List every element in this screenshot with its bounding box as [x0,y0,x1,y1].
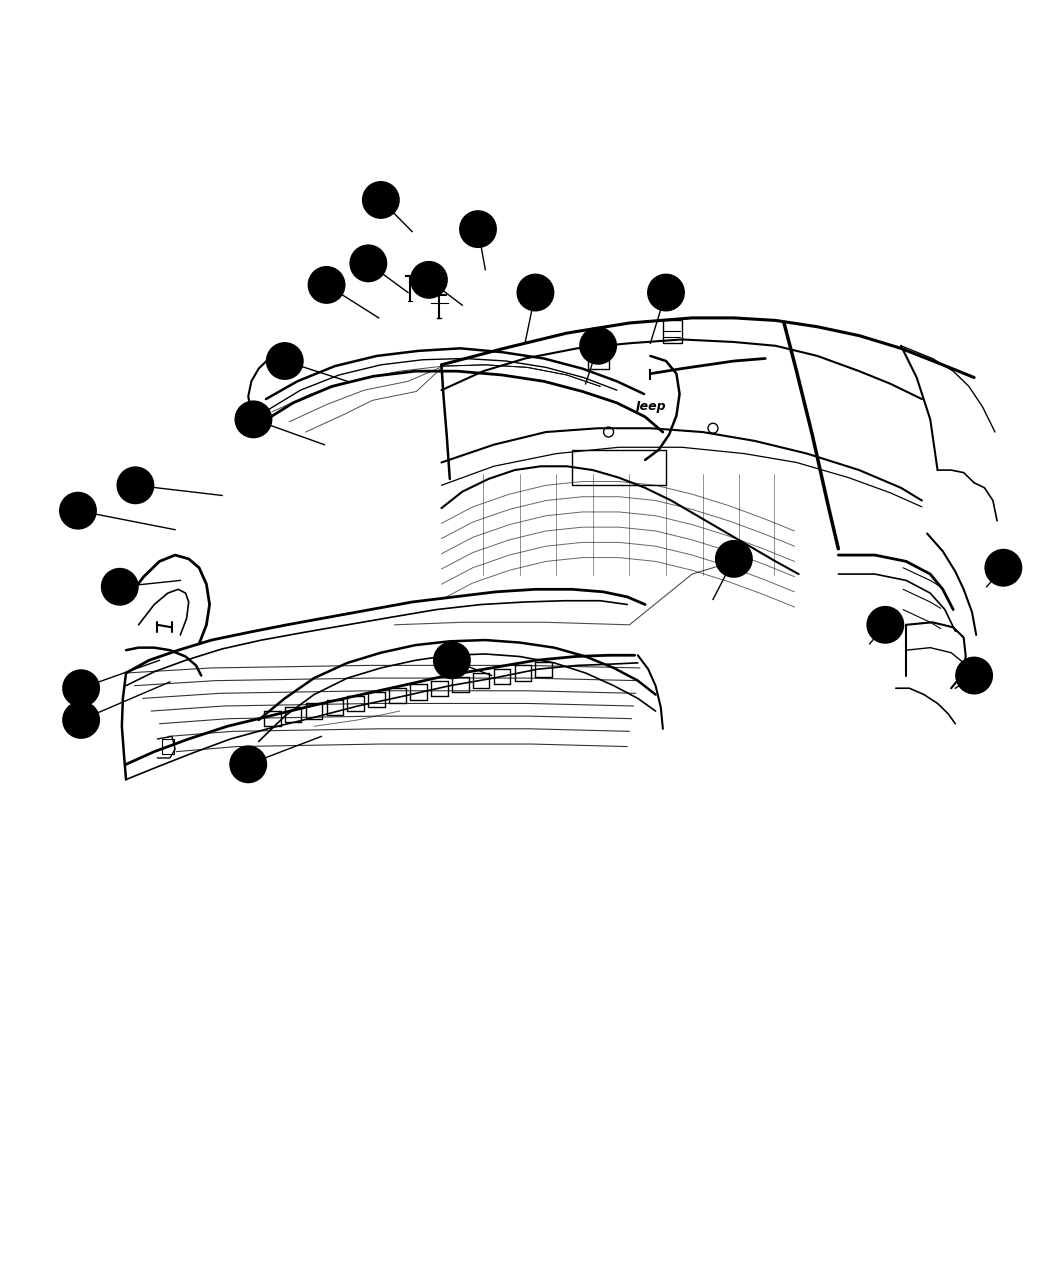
Circle shape [460,212,496,247]
Text: 5: 5 [999,561,1008,575]
Circle shape [716,541,752,576]
Bar [162,740,174,755]
Text: 19: 19 [470,224,486,235]
Bar [663,320,681,343]
Circle shape [235,402,271,437]
Circle shape [351,246,386,282]
Text: Jeep: Jeep [635,400,666,413]
Text: 11: 11 [277,356,293,366]
Circle shape [267,343,302,379]
Text: 4: 4 [969,668,979,682]
Circle shape [60,492,96,529]
Circle shape [648,274,684,310]
Text: 20: 20 [373,195,388,205]
Text: 8: 8 [447,653,457,667]
Text: 10: 10 [590,340,606,351]
Circle shape [230,746,266,783]
Text: 2: 2 [662,286,671,300]
Text: 7: 7 [729,552,739,566]
FancyBboxPatch shape [572,450,666,486]
Circle shape [867,607,903,643]
Text: 6: 6 [244,757,253,771]
Text: 18: 18 [319,280,334,289]
Text: 9: 9 [881,618,890,632]
Circle shape [63,671,99,706]
Circle shape [363,182,399,218]
Circle shape [118,468,153,504]
Circle shape [434,643,469,678]
Circle shape [581,328,616,363]
Text: 1: 1 [77,713,86,727]
Text: 16: 16 [421,275,437,284]
Circle shape [518,274,553,310]
Circle shape [63,703,99,738]
Circle shape [309,266,344,303]
Text: 17: 17 [360,259,376,268]
Text: 12: 12 [74,683,89,694]
Circle shape [411,261,447,298]
Bar [588,346,609,368]
Text: 18: 18 [70,506,86,515]
Text: 13: 13 [128,481,143,491]
Text: 15: 15 [112,581,127,592]
Circle shape [957,658,992,694]
Text: 14: 14 [246,414,261,425]
Circle shape [986,550,1022,585]
Text: 3: 3 [530,286,541,300]
Circle shape [102,569,138,604]
